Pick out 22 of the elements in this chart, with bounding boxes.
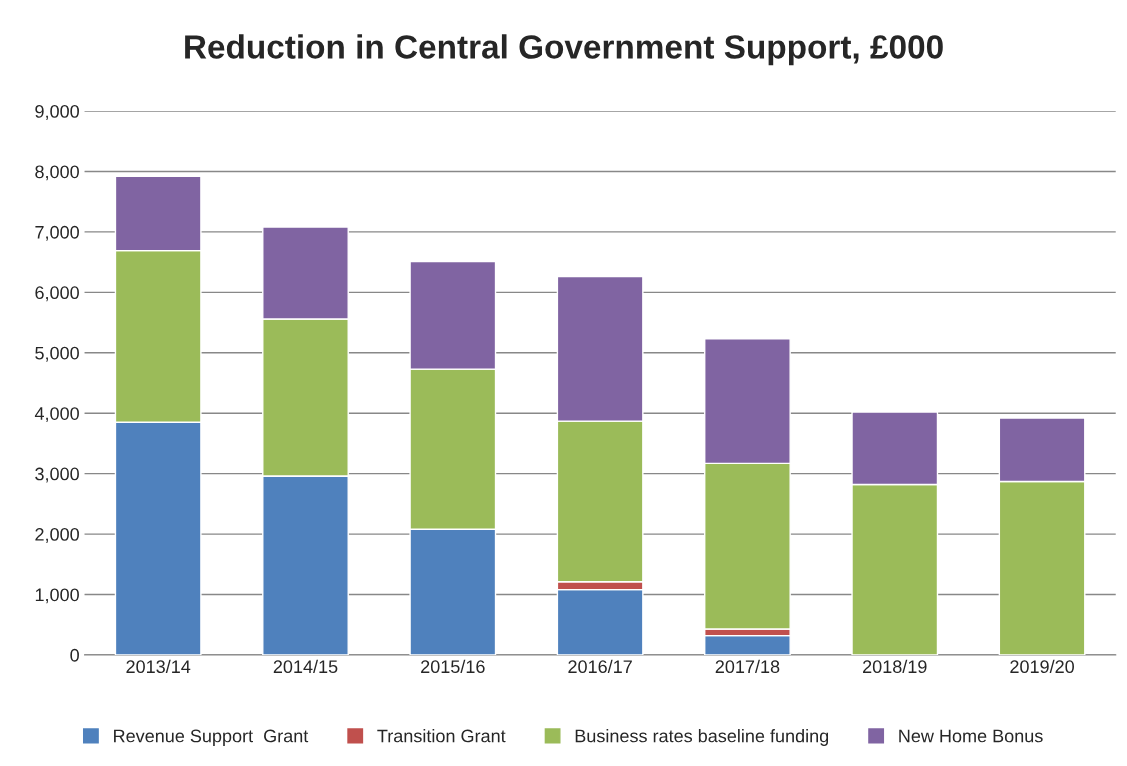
y-tick-label: 9,000	[35, 105, 79, 120]
x-tick-label: 2014/15	[273, 659, 338, 674]
x-tick-label: 2018/19	[863, 659, 927, 674]
legend-label: Transition Grant	[377, 729, 506, 743]
legend-label: Revenue Support Grant	[114, 729, 309, 746]
y-tick-label: 1,000	[35, 588, 79, 604]
y-tick-label: 0	[70, 648, 79, 662]
legend-label: Business rates baseline funding	[575, 729, 829, 746]
y-tick-label: 4,000	[34, 407, 79, 423]
x-tick-label: 2019/20	[1010, 659, 1074, 674]
y-tick-label: 7,000	[35, 225, 79, 241]
x-tick-label: 2016/17	[568, 659, 632, 674]
y-tick-label: 3,000	[35, 467, 79, 483]
legend-label: New Home Bonus	[899, 729, 1043, 743]
y-tick-label: 8,000	[35, 165, 79, 181]
y-tick-label: 5,000	[35, 346, 79, 362]
y-tick-label: 6,000	[35, 286, 79, 302]
x-tick-label: 2013/14	[126, 659, 191, 674]
chart-title: Reduction in Central Government Support, £000	[185, 34, 943, 66]
y-tick-label: 2,000	[35, 528, 79, 543]
x-tick-label: 2015/16	[421, 659, 485, 674]
x-tick-label: 2017/18	[715, 659, 780, 674]
